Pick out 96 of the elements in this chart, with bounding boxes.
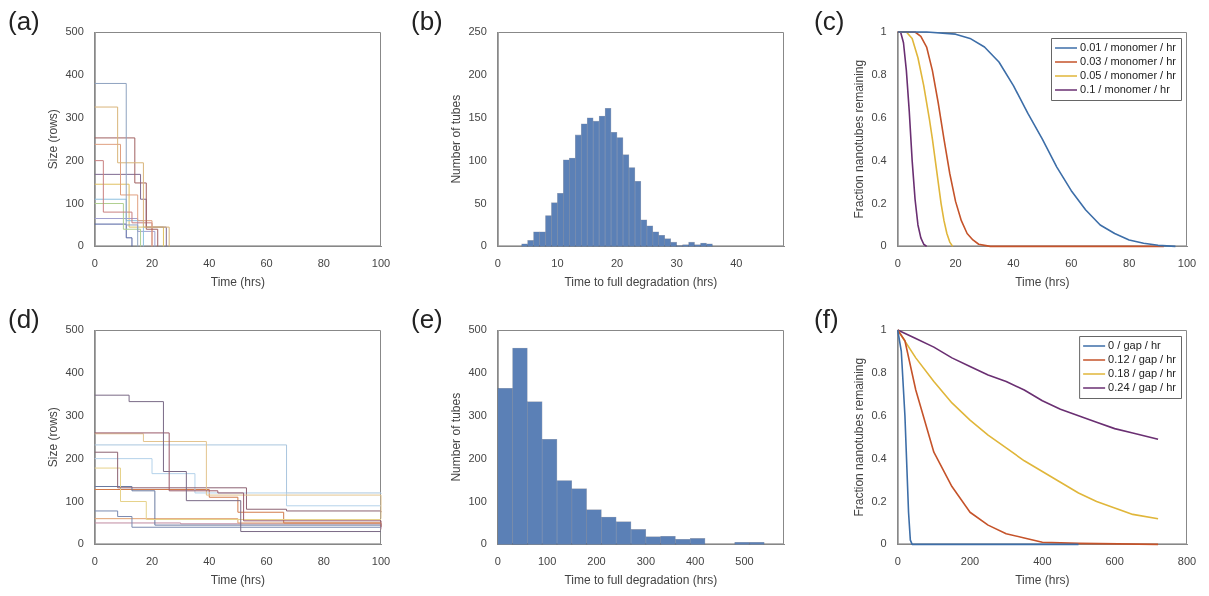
chart-title: (f) [814,304,839,335]
x-tick-label: 300 [636,555,655,568]
y-axis-title: Size (rows) [45,109,60,170]
y-tick-label: 0 [77,239,84,252]
y-tick-label: 100 [468,153,487,166]
chart-title: (d) [8,304,40,335]
y-tick-label: 0.6 [871,110,887,123]
chart-title: (a) [8,6,40,37]
y-tick-label: 300 [65,110,84,123]
x-tick-label: 80 [317,257,330,270]
y-tick-label: 0 [880,537,887,550]
y-tick-label: 0.4 [871,153,887,166]
x-tick-label: 100 [537,555,557,568]
y-tick-label: 100 [468,494,487,507]
x-tick-label: 800 [1177,555,1197,568]
x-tick-label: 40 [1007,257,1020,270]
legend-label: 0.24 / gap / hr [1108,381,1177,394]
x-tick-label: 100 [371,257,391,270]
legend-label: 0.03 / monomer / hr [1080,55,1177,68]
x-tick-label: 0 [494,257,501,270]
x-tick-label: 0 [894,555,901,568]
legend-label: 0 / gap / hr [1108,339,1162,352]
chart-title: (c) [814,6,845,37]
x-tick-label: 400 [685,555,705,568]
x-tick-label: 20 [145,257,159,270]
x-tick-label: 60 [260,257,273,270]
x-tick-label: 10 [551,257,564,270]
x-tick-label: 20 [949,257,962,270]
legend-label: 0.18 / gap / hr [1108,367,1177,380]
x-tick-label: 40 [730,257,743,270]
x-tick-label: 100 [1177,257,1197,270]
x-axis-title: Time (hrs) [1015,573,1070,588]
chart-title: (b) [411,6,443,37]
y-tick-label: 200 [468,451,487,464]
y-tick-label: 0.2 [871,494,887,507]
y-tick-label: 0.4 [871,451,887,464]
y-tick-label: 1 [880,323,887,336]
y-tick-label: 50 [474,196,487,209]
y-tick-label: 400 [65,365,84,378]
y-tick-label: 500 [65,323,84,336]
x-tick-label: 0 [894,257,901,270]
y-tick-label: 0.6 [871,408,887,421]
y-tick-label: 0.8 [871,67,887,80]
y-tick-label: 1 [880,25,887,38]
y-tick-label: 200 [65,153,84,166]
x-axis-title: Time to full degradation (hrs) [564,275,718,290]
y-tick-label: 100 [65,196,84,209]
legend-label: 0.01 / monomer / hr [1080,41,1177,54]
x-tick-label: 500 [735,555,754,568]
y-tick-label: 0.8 [871,365,887,378]
x-tick-label: 0 [91,257,98,270]
y-tick-label: 500 [468,323,487,336]
x-tick-label: 60 [260,555,273,568]
x-tick-label: 600 [1105,555,1124,568]
x-tick-label: 40 [203,257,216,270]
y-tick-label: 150 [468,110,487,123]
y-tick-label: 0.2 [871,196,887,209]
y-axis-title: Number of tubes [448,94,463,184]
y-tick-label: 300 [468,408,487,421]
legend-label: 0.1 / monomer / hr [1080,83,1171,96]
x-tick-label: 60 [1065,257,1078,270]
y-tick-label: 400 [468,365,487,378]
x-tick-label: 0 [494,555,501,568]
y-axis-title: Fraction nanotubes remaining [851,59,866,219]
y-axis-title: Fraction nanotubes remaining [851,357,866,517]
x-tick-label: 80 [1123,257,1136,270]
chart-title: (e) [411,304,443,335]
y-tick-label: 250 [468,25,487,38]
y-tick-label: 400 [65,67,84,80]
x-tick-label: 400 [1033,555,1052,568]
x-tick-label: 80 [317,555,330,568]
y-tick-label: 300 [65,408,84,421]
x-axis-title: Time (hrs) [210,573,265,588]
x-tick-label: 200 [960,555,980,568]
x-tick-label: 100 [371,555,391,568]
legend-label: 0.05 / monomer / hr [1080,69,1177,82]
x-axis-title: Time (hrs) [210,275,265,290]
y-axis-title: Number of tubes [448,392,463,482]
y-tick-label: 0 [77,537,84,550]
y-tick-label: 0 [480,537,487,550]
x-axis-title: Time (hrs) [1015,275,1070,290]
x-axis-title: Time to full degradation (hrs) [564,573,718,588]
y-tick-label: 200 [65,451,84,464]
y-tick-label: 0 [880,239,887,252]
y-tick-label: 500 [65,25,84,38]
y-axis-title: Size (rows) [45,407,60,468]
x-tick-label: 200 [587,555,606,568]
x-tick-label: 20 [145,555,159,568]
x-tick-label: 30 [670,257,683,270]
y-tick-label: 0 [480,239,487,252]
legend-label: 0.12 / gap / hr [1108,353,1177,366]
x-tick-label: 20 [610,257,624,270]
x-tick-label: 40 [203,555,216,568]
x-tick-label: 0 [91,555,98,568]
y-tick-label: 200 [468,67,487,80]
y-tick-label: 100 [65,494,84,507]
